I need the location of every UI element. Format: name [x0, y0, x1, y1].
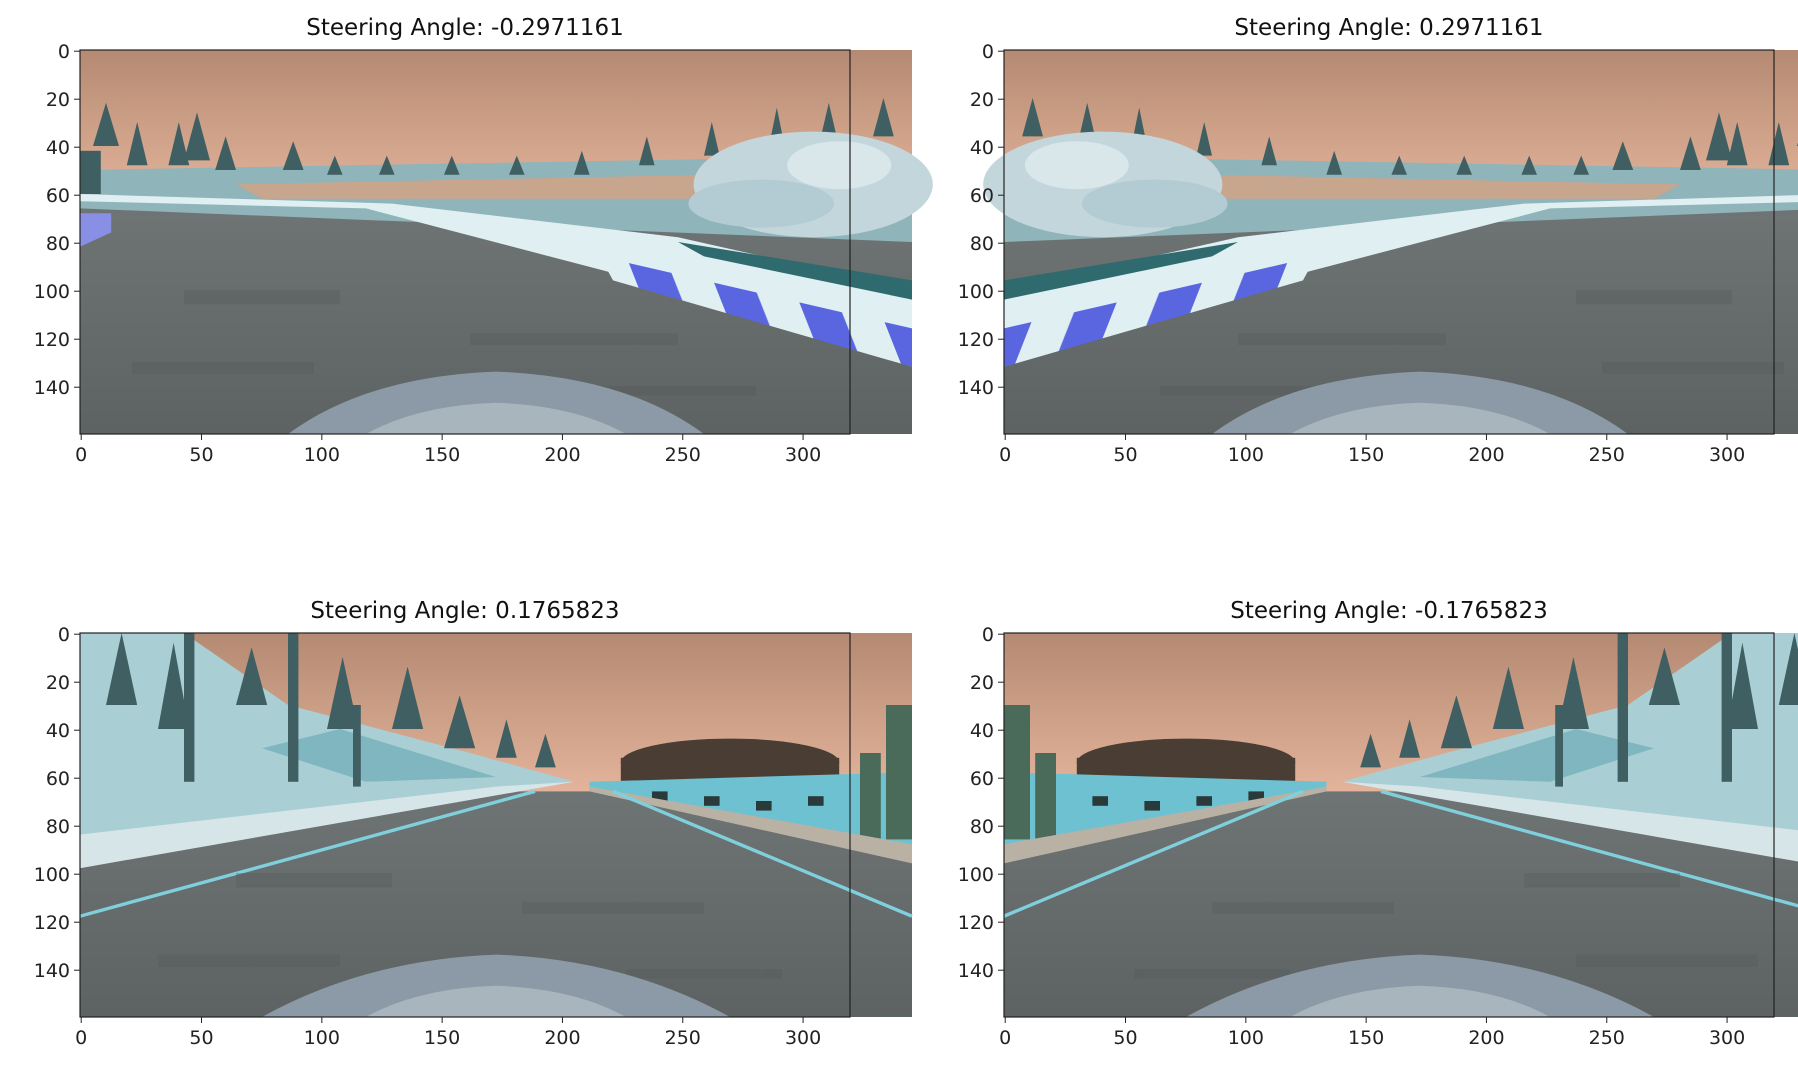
y-tick-label: 80 [970, 233, 994, 255]
axes-frame [1003, 49, 1775, 435]
y-tick-label: 40 [970, 720, 994, 742]
road-image [1002, 631, 1798, 1019]
x-tick-label: 300 [785, 1027, 821, 1049]
x-tick-label: 300 [1709, 1027, 1745, 1049]
y-tick-label: 20 [970, 672, 994, 694]
x-tick-label: 250 [665, 1027, 701, 1049]
x-tick-label: 200 [544, 444, 580, 466]
x-tick-label: 150 [424, 1027, 460, 1049]
x-tick-label: 150 [1348, 444, 1384, 466]
y-tick-label: 120 [34, 912, 70, 934]
road-image [983, 50, 1798, 434]
y-tick-label: 120 [34, 329, 70, 351]
y-tick-label: 100 [958, 864, 994, 886]
x-ticks: 0 50 100 150 200 250 300 [999, 434, 1745, 466]
x-tick-label: 100 [304, 1027, 340, 1049]
x-ticks: 0 50 100 150 200 250 300 [999, 1017, 1745, 1049]
y-tick-label: 20 [46, 89, 70, 111]
x-ticks: 0 50 100 150 200 250 300 [75, 434, 821, 466]
y-tick-label: 60 [970, 185, 994, 207]
y-ticks: 0 20 40 60 80 100 120 140 [958, 624, 1004, 982]
panel-4: Steering Angle: -0.1765823 0 50 100 150 200 2… [958, 598, 1798, 1049]
panel-3: Steering Angle: 0.1765823 0 50 100 150 200 25… [34, 598, 914, 1049]
y-tick-label: 80 [46, 816, 70, 838]
panel-title: Steering Angle: 0.1765823 [310, 598, 619, 624]
x-tick-label: 250 [1589, 1027, 1625, 1049]
road-image [80, 50, 933, 434]
x-tick-label: 50 [189, 444, 213, 466]
y-tick-label: 60 [46, 768, 70, 790]
x-tick-label: 0 [75, 1027, 87, 1049]
panel-title: Steering Angle: 0.2971161 [1234, 15, 1543, 41]
x-tick-label: 50 [1113, 444, 1137, 466]
y-tick-label: 0 [58, 41, 70, 63]
y-tick-label: 60 [970, 768, 994, 790]
y-ticks: 0 20 40 60 80 100 120 140 [34, 41, 80, 399]
y-tick-label: 120 [958, 912, 994, 934]
x-tick-label: 200 [544, 1027, 580, 1049]
y-tick-label: 140 [34, 377, 70, 399]
x-tick-label: 150 [1348, 1027, 1384, 1049]
y-tick-label: 20 [970, 89, 994, 111]
x-tick-label: 300 [1709, 444, 1745, 466]
y-tick-label: 40 [970, 137, 994, 159]
panel-title: Steering Angle: -0.1765823 [1230, 598, 1547, 624]
y-tick-label: 0 [982, 41, 994, 63]
y-tick-label: 80 [970, 816, 994, 838]
panel-1: Steering Angle: -0.2971161 0 50 100 150 200 2… [34, 15, 933, 466]
x-tick-label: 100 [1228, 444, 1264, 466]
y-tick-label: 80 [46, 233, 70, 255]
road-scene [80, 50, 933, 434]
x-tick-label: 200 [1468, 444, 1504, 466]
y-ticks: 0 20 40 60 80 100 120 140 [34, 624, 80, 982]
x-tick-label: 150 [424, 444, 460, 466]
y-tick-label: 40 [46, 137, 70, 159]
y-tick-label: 100 [958, 281, 994, 303]
x-tick-label: 0 [999, 1027, 1011, 1049]
x-ticks: 0 50 100 150 200 250 300 [75, 1017, 821, 1049]
x-tick-label: 100 [304, 444, 340, 466]
road-scene [983, 50, 1798, 434]
x-tick-label: 0 [75, 444, 87, 466]
x-tick-label: 300 [785, 444, 821, 466]
axes-frame [79, 632, 851, 1018]
x-tick-label: 50 [189, 1027, 213, 1049]
y-tick-label: 0 [58, 624, 70, 646]
y-tick-label: 140 [958, 377, 994, 399]
road-scene [1002, 631, 1798, 1019]
y-tick-label: 40 [46, 720, 70, 742]
y-tick-label: 140 [34, 960, 70, 982]
road-scene [78, 631, 914, 1019]
y-tick-label: 100 [34, 281, 70, 303]
axes-frame [79, 49, 851, 435]
road-image [78, 631, 914, 1019]
x-tick-label: 250 [1589, 444, 1625, 466]
x-tick-label: 0 [999, 444, 1011, 466]
x-tick-label: 200 [1468, 1027, 1504, 1049]
y-tick-label: 60 [46, 185, 70, 207]
y-tick-label: 120 [958, 329, 994, 351]
panel-2: Steering Angle: 0.2971161 0 50 100 150 200 25… [958, 15, 1798, 466]
x-tick-label: 100 [1228, 1027, 1264, 1049]
x-tick-label: 250 [665, 444, 701, 466]
panel-title: Steering Angle: -0.2971161 [306, 15, 623, 41]
y-ticks: 0 20 40 60 80 100 120 140 [958, 41, 1004, 399]
x-tick-label: 50 [1113, 1027, 1137, 1049]
y-tick-label: 140 [958, 960, 994, 982]
y-tick-label: 100 [34, 864, 70, 886]
axes-frame [1003, 632, 1775, 1018]
y-tick-label: 0 [982, 624, 994, 646]
y-tick-label: 20 [46, 672, 70, 694]
